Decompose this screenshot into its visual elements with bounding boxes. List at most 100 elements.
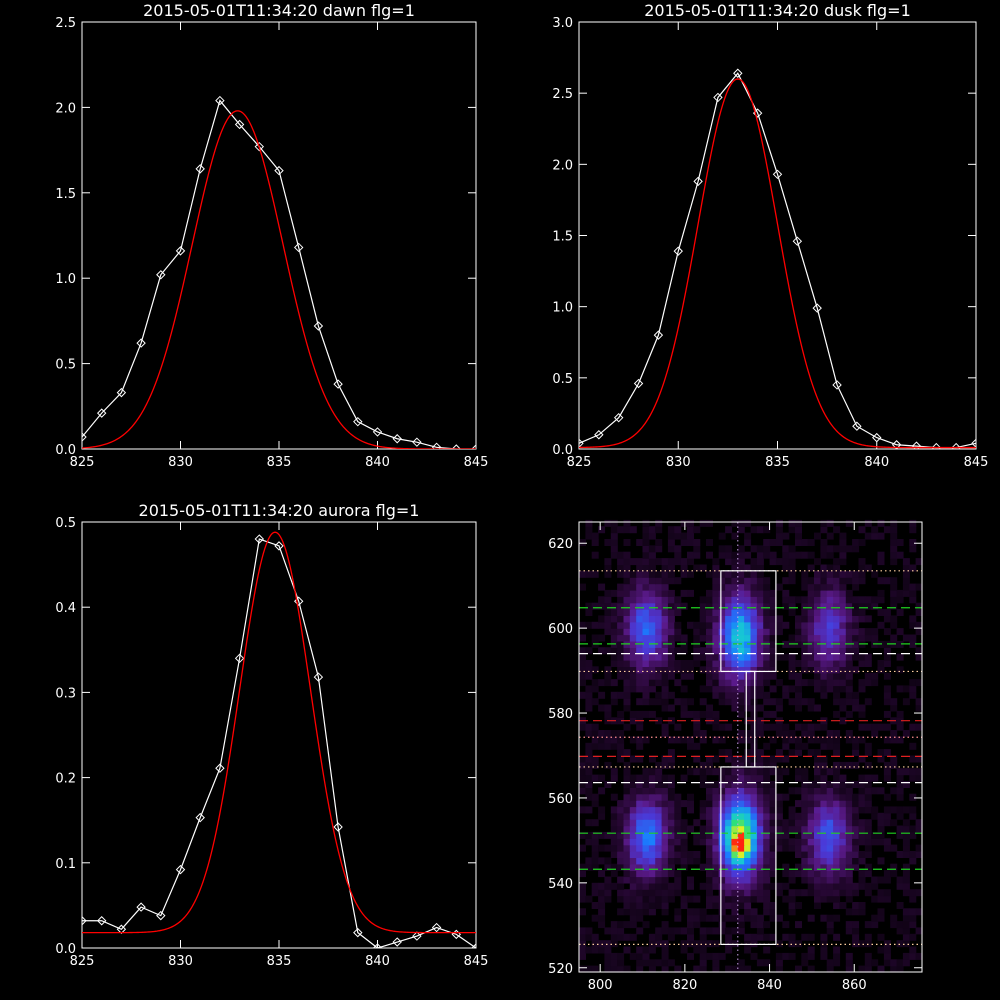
heatmap-pixel [655,863,663,871]
heatmap-pixel [801,615,809,623]
heatmap-pixel [667,787,675,795]
heatmap-pixel [674,634,682,642]
heatmap-pixel [680,927,688,935]
heatmap-pixel [725,895,733,903]
heatmap-pixel [769,787,777,795]
heatmap-pixel [687,666,694,674]
heatmap-pixel [814,589,821,597]
heatmap-pixel [864,889,872,897]
heatmap-pixel [674,558,682,566]
heatmap-pixel [648,653,656,661]
heatmap-pixel [623,946,631,954]
heatmap-pixel [725,946,733,954]
heatmap-pixel [852,628,860,636]
heatmap-pixel [737,647,745,655]
heatmap-pixel [801,621,809,629]
heatmap-pixel [579,940,586,948]
heatmap-pixel [667,564,675,572]
heatmap-pixel [737,965,745,973]
heatmap-pixel [852,704,860,712]
heatmap-pixel [801,570,809,578]
heatmap-pixel [795,851,802,858]
heatmap-pixel [814,870,821,878]
heatmap-pixel [642,838,650,846]
heatmap-pixel [756,691,764,699]
heatmap-pixel [712,952,720,960]
heatmap-pixel [814,596,821,604]
heatmap-pixel [750,755,758,763]
heatmap-pixel [661,558,669,566]
heatmap-pixel [750,685,758,693]
heatmap-pixel [610,959,618,967]
heatmap-pixel [725,806,733,814]
heatmap-pixel [623,596,631,604]
heatmap-pixel [858,596,866,604]
heatmap-pixel [623,679,631,687]
heatmap-pixel [629,609,637,616]
heatmap-pixel [820,551,828,559]
heatmap-pixel [909,946,917,954]
heatmap-pixel [845,589,853,597]
heatmap-pixel [674,831,682,839]
heatmap-pixel [617,589,625,597]
heatmap-pixel [579,755,586,763]
heatmap-pixel [826,583,834,591]
heatmap-pixel [801,742,809,750]
heatmap-pixel [902,819,910,827]
heatmap-pixel [655,959,663,967]
heatmap-pixel [909,519,917,527]
heatmap-pixel [814,838,821,846]
heatmap-pixel [756,851,764,858]
heatmap-pixel [706,952,713,960]
heatmap-pixel [775,959,783,967]
heatmap-pixel [718,621,726,629]
heatmap-pixel [775,749,783,757]
y-tick-label: 540 [548,877,573,892]
heatmap-pixel [890,698,898,706]
heatmap-pixel [852,742,860,750]
heatmap-pixel [845,908,853,916]
heatmap-pixel [623,965,631,973]
heatmap-pixel [712,723,720,731]
heatmap-pixel [788,609,796,616]
heatmap-pixel [833,933,841,941]
heatmap-pixel [807,825,815,833]
heatmap-pixel [699,812,707,820]
heatmap-pixel [801,889,809,897]
heatmap-pixel [807,634,815,642]
heatmap-pixel [699,831,707,839]
heatmap-pixel [788,672,796,680]
heatmap-pixel [801,876,809,884]
heatmap-pixel [648,545,656,553]
heatmap-pixel [756,857,764,865]
heatmap-pixel [902,685,910,693]
heatmap-pixel [617,602,625,610]
heatmap-pixel [890,730,898,737]
heatmap-pixel [775,819,783,827]
heatmap-pixel [712,895,720,903]
data-point-marker [594,430,604,440]
heatmap-pixel [807,660,815,667]
heatmap-pixel [750,615,758,623]
heatmap-pixel [731,793,739,801]
heatmap-pixel [814,800,821,808]
heatmap-pixel [737,736,745,744]
heatmap-pixel [731,621,739,629]
y-tick-label: 1.5 [55,187,76,202]
heatmap-pixel [718,844,726,852]
heatmap-pixel [617,647,625,655]
heatmap-pixel [642,634,650,642]
heatmap-pixel [909,806,917,814]
y-tick-label: 0.0 [552,443,573,458]
data-point-marker [136,902,146,912]
heatmap-pixel [725,787,733,795]
heatmap-pixel [883,844,891,852]
heatmap-pixel [699,838,707,846]
heatmap-pixel [623,634,631,642]
heatmap-pixel [617,660,625,667]
heatmap-pixel [909,621,917,629]
heatmap-pixel [585,730,593,737]
heatmap-pixel [655,698,663,706]
heatmap-pixel [795,812,802,820]
heatmap-pixel [591,755,599,763]
